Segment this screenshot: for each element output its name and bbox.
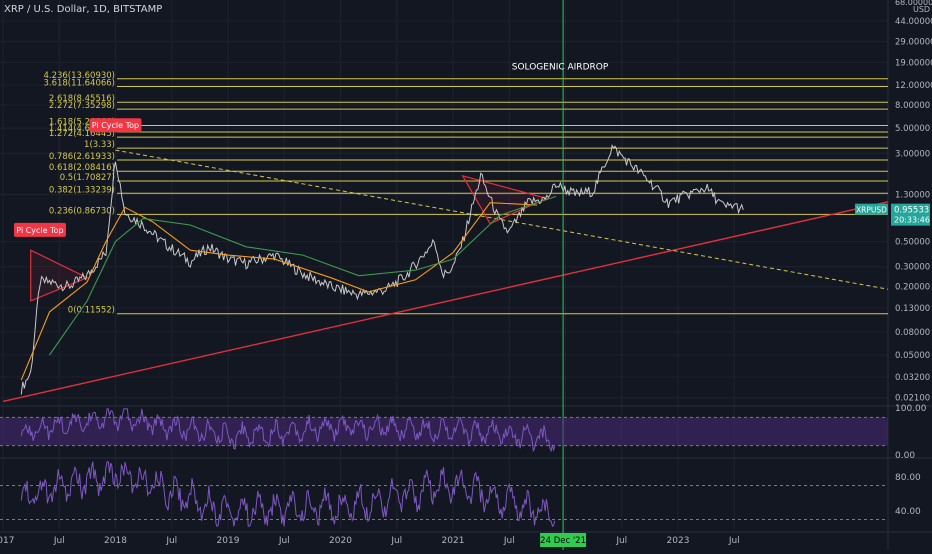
oscillator-2-line [20,461,556,528]
price-axis-label-13: 0.05000 [895,351,930,361]
fib-level-label-4: 1.618(5.26966) [49,118,115,128]
fib-level-label-3: 2.272(7.35298) [49,101,115,111]
date-marker-badge [540,533,587,547]
price-axis-label-7: 1.30000 [895,190,930,200]
oscillator-1-line [20,408,556,453]
time-axis-label-6: 2020 [329,536,352,546]
time-axis-label-9: Jul [503,536,515,546]
price-axis-label-5: 5.00000 [895,124,930,134]
moving-average-orange [20,202,538,381]
trend-line-support [2,201,889,403]
fib-level-label-9: 0.618(2.08416) [49,163,115,173]
last-price-badge [891,203,930,226]
time-axis-label-13: Jul [728,536,740,546]
price-axis-label-1: 29.00000 [895,38,932,48]
fib-level-label-7: 1(3.33) [84,140,115,150]
fib-level-label-11: 0.382(1.33239) [49,185,115,195]
price-axis-label-6: 3.00000 [895,149,930,159]
time-axis-label-7: Jul [390,536,402,546]
last-price-countdown: 20:33:46 [894,216,930,225]
price-axis-label-8: 0.50000 [895,238,930,248]
price-axis-label-4: 8.00000 [895,101,930,111]
price-axis-label-3: 12.00000 [895,81,932,91]
price-axis-label-14: 0.03200 [895,373,930,383]
fib-level-label-5: 1.414(4.61982) [49,124,115,134]
price-axis-top-label: 68.00000 [895,0,932,7]
time-axis-label-5: Jul [278,536,290,546]
oscillator-1-axis-label-0: 100.00 [895,404,927,414]
annotation-pi-cycle-label-1: Pi Cycle Top [16,226,63,235]
triangle-pattern-2017 [30,249,89,302]
date-marker-label: 24 Dec '21 [540,536,586,546]
price-axis-label-11: 0.13000 [895,304,930,314]
annotation-pi-cycle-box-2 [89,118,142,133]
fib-level-label-0: 4.236(13.60930) [43,71,115,81]
fib-level-label-1: 3.618(11.64066) [43,78,115,88]
time-axis-label-4: 2019 [217,536,240,546]
symbol-title: XRP / U.S. Dollar, 1D, BITSTAMP [4,4,163,15]
annotation-pi-cycle-label-2: Pi Cycle Top [92,121,139,130]
fib-level-label-2: 2.618(8.45516) [49,94,115,104]
price-axis-label-0: 44.00000 [895,17,932,27]
oscillator-2-axis-label-1: 40.00 [895,507,921,517]
price-series-line [20,144,744,395]
price-axis-unit: USD [913,5,930,14]
last-price-value: 0.95533 [894,206,929,216]
symbol-badge [855,203,888,215]
symbol-badge-text: XRPUSD [856,206,887,215]
time-axis-label-11: Jul [615,536,627,546]
fib-level-label-8: 0.786(2.61933) [49,152,115,162]
time-axis-label-3: Jul [165,536,177,546]
time-axis-label-2: 2018 [104,536,127,546]
time-axis-label-0: 2017 [0,536,14,546]
time-axis-label-12: 2023 [667,536,690,546]
time-axis-label-8: 2021 [442,536,465,546]
fib-level-label-12: 0.236(0.86730) [49,206,115,216]
fib-level-label-10: 0.5(1.70827) [60,173,115,183]
fib-level-label-6: 1.272(4.16445) [49,129,115,139]
price-axis-label-10: 0.20000 [895,283,930,293]
annotation-sologenic-airdrop: SOLOGENIC AIRDROP [512,62,609,72]
time-axis-label-1: Jul [53,536,65,546]
price-axis-label-9: 0.30000 [895,263,930,273]
oscillator-1-axis-label-1: 0.00 [895,451,915,461]
price-axis-label-15: 0.02100 [895,394,930,404]
fib-level-label-13: 0(0.11552) [68,306,115,316]
fibonacci-retracement: 4.236(13.60930)3.618(11.64066) 2.618(8.45… [43,71,888,316]
price-axis-label-2: 19.00000 [895,58,932,68]
oscillator-2-axis-label-0: 80.00 [895,473,921,483]
price-axis-label-12: 0.08000 [895,328,930,338]
moving-average-green [49,195,557,356]
annotation-pi-cycle-box-1 [13,222,66,237]
